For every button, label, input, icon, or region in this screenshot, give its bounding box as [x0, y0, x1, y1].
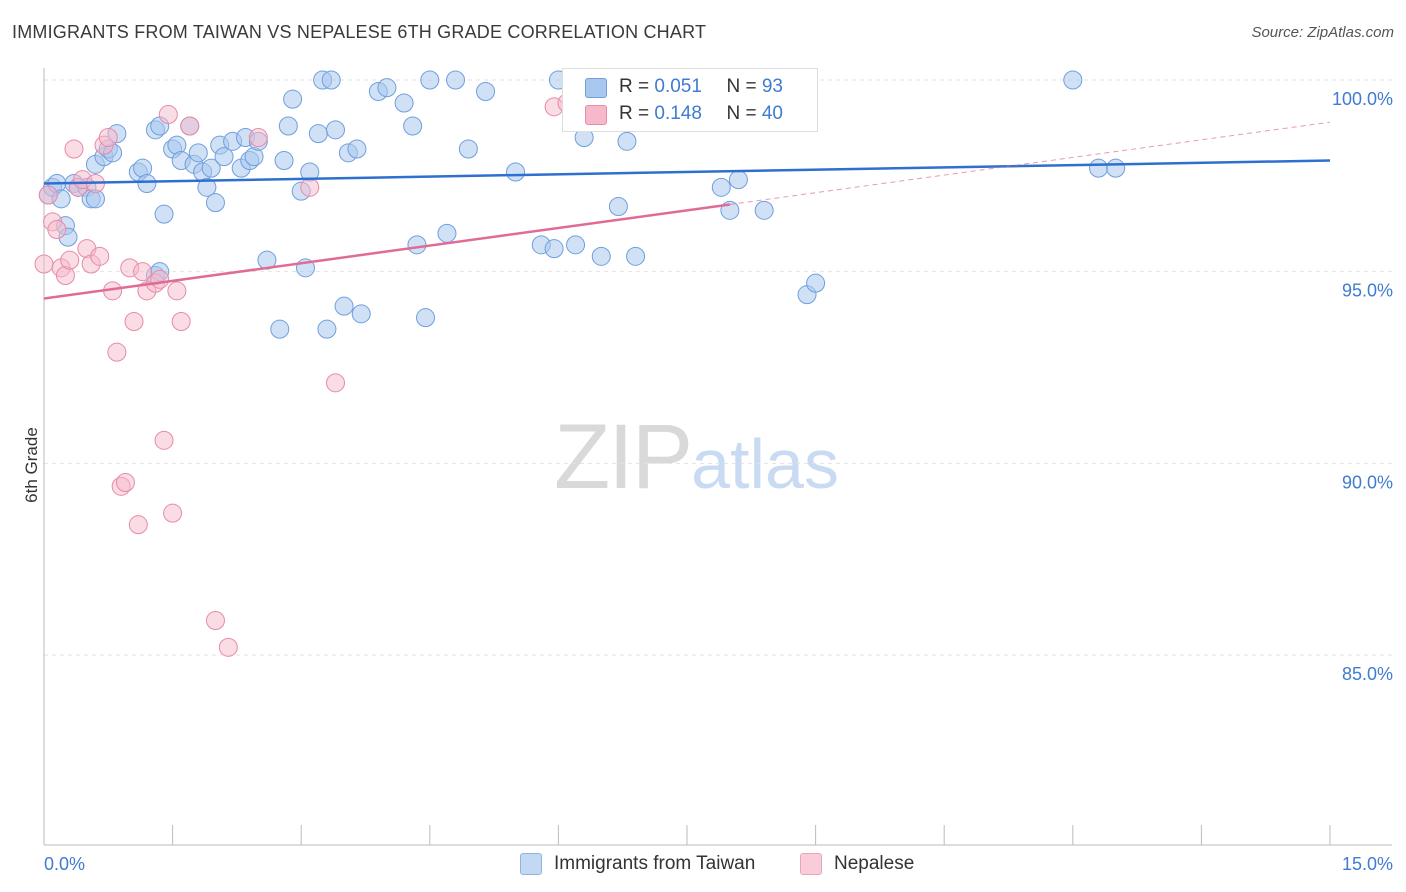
nepalese-point: [158, 105, 178, 124]
nepalese-point: [163, 503, 183, 523]
taiwan-point: [274, 151, 294, 170]
legend-n-value-nepalese: 40: [761, 103, 783, 124]
taiwan-point: [377, 78, 397, 98]
nepalese-point: [150, 269, 170, 289]
nepalese-trend-line-extension: [729, 121, 1331, 205]
nepalese-point: [124, 312, 144, 331]
bottom-legend-label-nepalese: Nepalese: [834, 853, 915, 874]
taiwan-point: [394, 93, 414, 113]
nepalese-point: [107, 342, 127, 362]
legend-r-value-taiwan: 0.051: [654, 76, 702, 97]
taiwan-point: [446, 70, 466, 90]
legend-r-value-nepalese: 0.148: [654, 103, 702, 124]
taiwan-point: [325, 120, 345, 140]
nepalese-point: [128, 515, 148, 535]
watermark-atlas: atlas: [691, 425, 839, 503]
legend-n-label: N =: [726, 76, 762, 97]
nepalese-point: [205, 611, 225, 630]
nepalese-point: [180, 116, 200, 136]
taiwan-point: [351, 304, 371, 324]
taiwan-point: [137, 174, 157, 193]
taiwan-point: [1089, 158, 1109, 178]
x-tick-label: 0.0%: [44, 854, 85, 874]
y-tick-label: 95.0%: [1342, 281, 1393, 301]
legend-r-label: R =: [619, 76, 655, 97]
taiwan-point: [1106, 158, 1126, 178]
nepalese-point: [133, 262, 153, 282]
taiwan-point: [711, 177, 731, 197]
taiwan-point: [201, 158, 221, 178]
taiwan-point: [476, 82, 496, 101]
taiwan-point: [317, 319, 337, 339]
nepalese-point: [115, 473, 135, 492]
nepalese-point: [98, 128, 118, 147]
legend-swatch-taiwan: [585, 78, 607, 98]
taiwan-point: [308, 124, 328, 144]
nepalese-point: [90, 246, 110, 266]
taiwan-point: [283, 89, 303, 109]
taiwan-point: [437, 223, 457, 243]
nepalese-point: [167, 281, 187, 301]
bottom-legend-label-taiwan: Immigrants from Taiwan: [554, 853, 756, 874]
taiwan-point: [591, 246, 611, 266]
taiwan-point: [205, 193, 225, 213]
taiwan-point: [608, 197, 628, 216]
bottom-legend-swatch-taiwan: [520, 853, 542, 875]
taiwan-point: [407, 235, 427, 255]
taiwan-point: [197, 177, 217, 197]
nepalese-point: [154, 430, 174, 450]
taiwan-point: [321, 70, 341, 90]
watermark: ZIPatlas: [554, 405, 839, 510]
taiwan-point: [420, 70, 440, 90]
y-tick-label: 100.0%: [1332, 89, 1393, 109]
taiwan-point: [214, 147, 234, 167]
nepalese-point: [38, 185, 58, 205]
legend: R = 0.051 N = 93 R = 0.148 N = 40: [562, 68, 818, 132]
bottom-legend-swatch-nepalese: [800, 853, 822, 875]
legend-n-label: N =: [726, 103, 762, 124]
taiwan-point: [544, 239, 564, 259]
y-tick-label: 85.0%: [1342, 664, 1393, 684]
taiwan-point: [270, 319, 290, 339]
nepalese-point: [34, 254, 54, 274]
legend-swatch-nepalese: [585, 105, 607, 125]
taiwan-point: [347, 139, 367, 159]
taiwan-point: [458, 139, 478, 159]
nepalese-point: [171, 312, 191, 331]
nepalese-point: [248, 128, 268, 147]
x-tick-label: 15.0%: [1342, 854, 1393, 874]
nepalese-point: [60, 250, 80, 270]
watermark-zip: ZIP: [554, 406, 693, 508]
nepalese-point: [325, 373, 345, 393]
nepalese-point: [47, 220, 67, 239]
nepalese-point: [64, 139, 84, 159]
chart-source: Source: ZipAtlas.com: [1251, 24, 1394, 41]
taiwan-point: [416, 308, 436, 328]
legend-r-label: R =: [619, 103, 655, 124]
taiwan-point: [154, 204, 174, 224]
taiwan-trend-line: [43, 159, 1331, 185]
y-tick-label: 90.0%: [1342, 472, 1393, 492]
nepalese-point: [218, 637, 238, 657]
taiwan-point: [278, 116, 298, 136]
legend-n-value-taiwan: 93: [761, 76, 783, 97]
taiwan-point: [566, 235, 586, 255]
taiwan-point: [188, 143, 208, 163]
taiwan-point: [617, 131, 637, 151]
nepalese-point: [300, 177, 320, 197]
taiwan-point: [403, 116, 423, 136]
taiwan-point: [626, 246, 646, 266]
chart-title: IMMIGRANTS FROM TAIWAN VS NEPALESE 6TH G…: [12, 22, 707, 42]
taiwan-point: [728, 170, 748, 190]
taiwan-point: [1063, 70, 1083, 90]
taiwan-point: [506, 162, 526, 182]
nepalese-trend-line: [43, 203, 731, 300]
taiwan-point: [334, 296, 354, 316]
taiwan-point: [806, 273, 826, 293]
taiwan-point: [754, 200, 774, 220]
